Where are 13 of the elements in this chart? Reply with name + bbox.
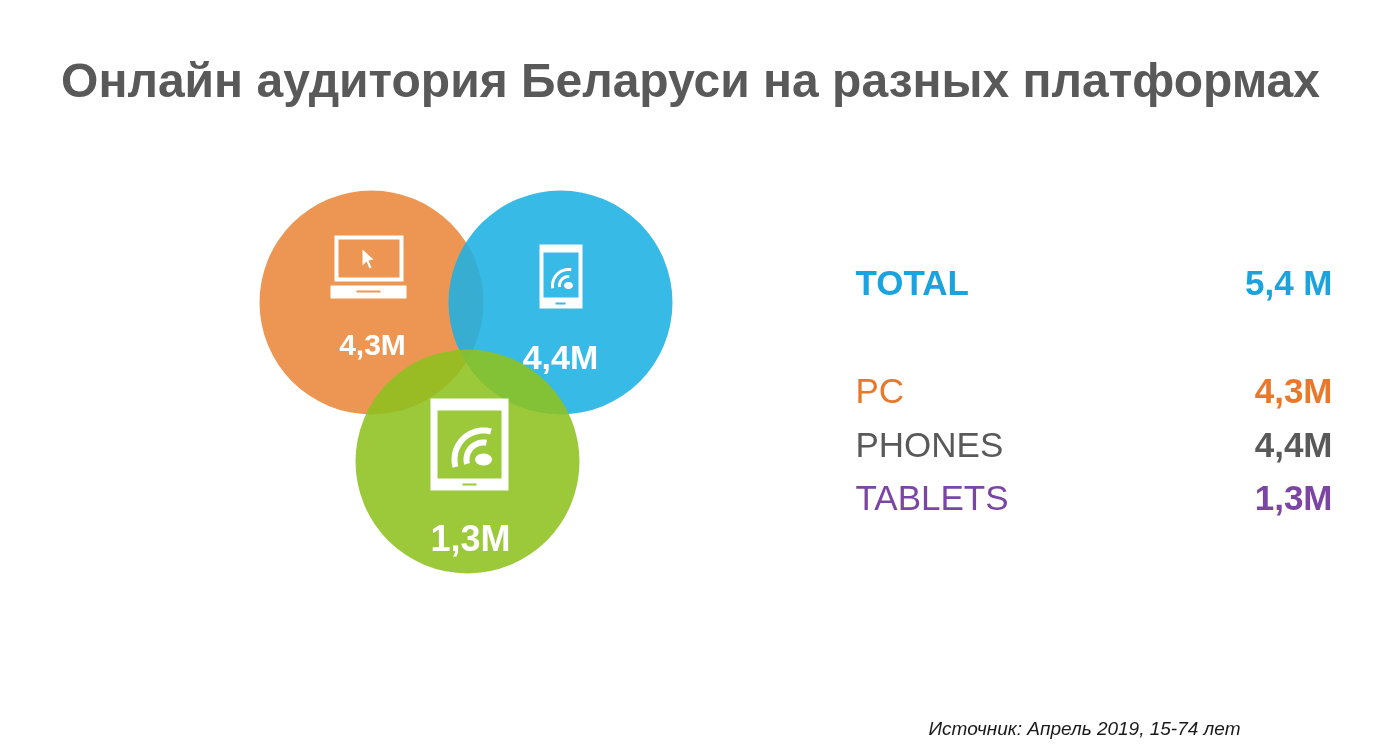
text: Онлайн аудитория Беларуси на разных платформах	[61, 54, 1321, 107]
category-label: PC	[855, 371, 905, 410]
text: 4,3M	[339, 328, 406, 361]
data-label: 4,4M	[1254, 425, 1333, 464]
data-label: 1,3M	[1254, 478, 1333, 517]
text: 1,3M	[430, 518, 511, 559]
text: 4,4M	[522, 337, 599, 376]
category-label: TABLETS	[855, 478, 1009, 517]
data-label: 4,3M	[1254, 371, 1333, 410]
text: 5,4 M	[1244, 263, 1333, 302]
category-label: PHONES	[855, 425, 1004, 464]
text: Источник: Апрель 2019, 15-74 лет	[928, 718, 1241, 739]
text: TOTAL	[855, 263, 969, 302]
